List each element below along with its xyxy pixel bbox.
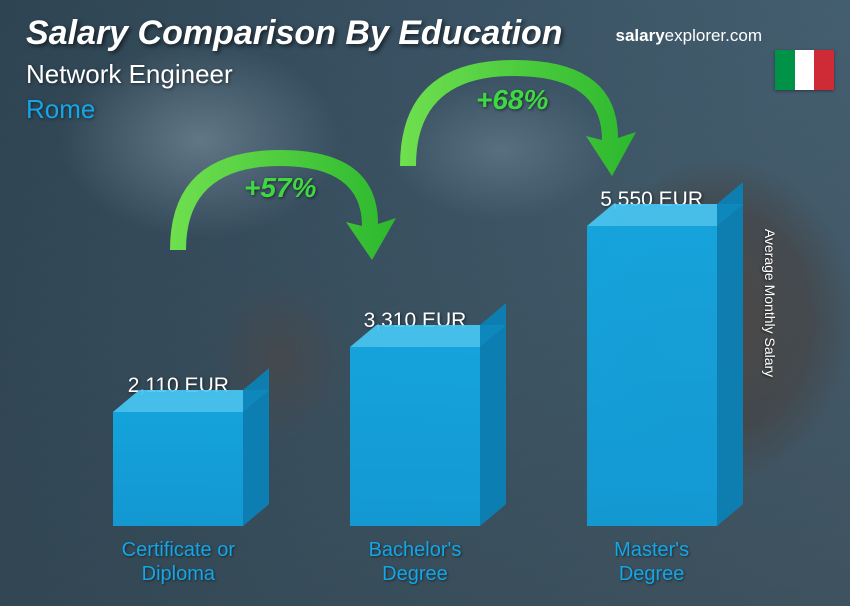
bar-group-1: 3,310 EUR	[315, 309, 515, 526]
bar-side-0	[243, 368, 269, 526]
country-flag-italy	[775, 50, 834, 90]
bar-group-2: 5,550 EUR	[552, 188, 752, 526]
bar-2	[587, 226, 717, 526]
bar-group-0: 2,110 EUR	[78, 374, 278, 526]
flag-stripe-1	[775, 50, 795, 90]
cat-label-1: Bachelor's Degree	[315, 538, 515, 586]
cat-label-0: Certificate or Diploma	[78, 538, 278, 586]
category-labels: Certificate or Diploma Bachelor's Degree…	[60, 538, 770, 586]
bar-front-0	[113, 412, 243, 526]
bar-side-1	[480, 303, 506, 526]
delta-arrow-0: +57%	[150, 132, 410, 262]
bar-0	[113, 412, 243, 526]
flag-stripe-2	[795, 50, 815, 90]
bar-1	[350, 347, 480, 526]
delta-label-1: +68%	[476, 84, 548, 116]
bar-front-2	[587, 226, 717, 526]
flag-stripe-3	[814, 50, 834, 90]
infographic-container: Salary Comparison By Education Network E…	[0, 0, 850, 606]
delta-label-0: +57%	[244, 172, 316, 204]
bar-side-2	[717, 182, 743, 526]
delta-arrow-1: +68%	[380, 42, 650, 178]
brand-light: explorer.com	[665, 26, 762, 45]
cat-label-2: Master's Degree	[552, 538, 752, 586]
bar-front-1	[350, 347, 480, 526]
